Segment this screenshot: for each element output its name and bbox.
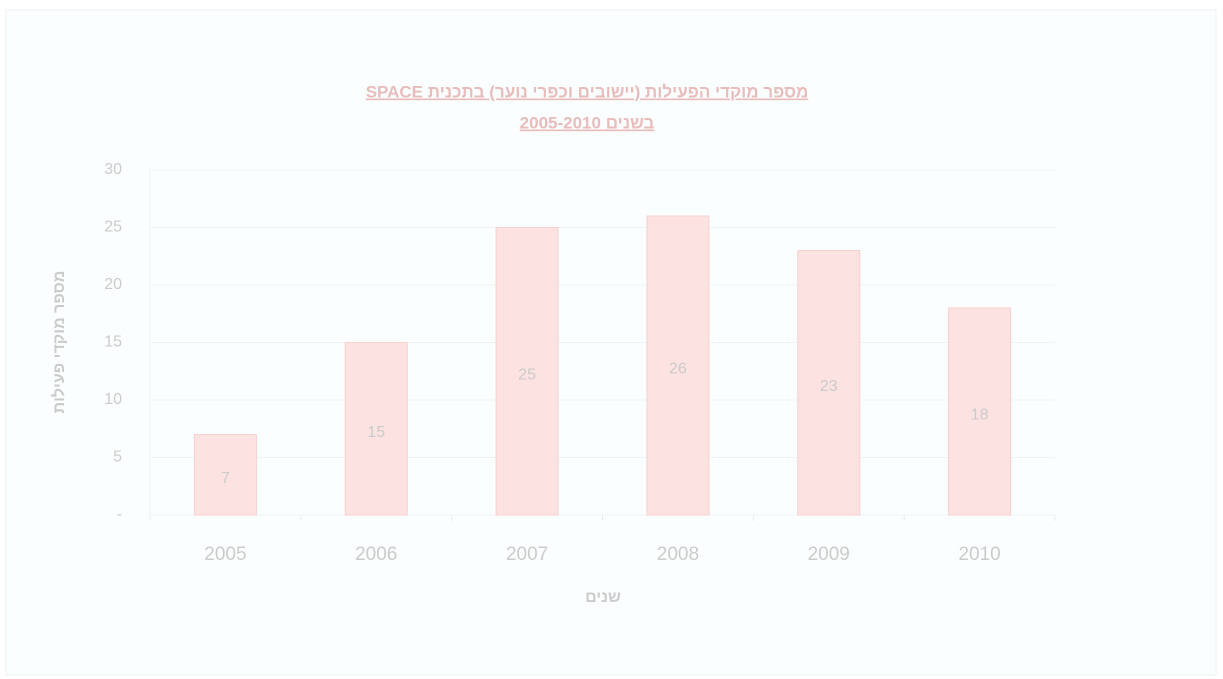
y-axis-label: מספר מוקדי פעילות bbox=[50, 271, 68, 414]
x-tick-label: 2007 bbox=[506, 544, 548, 565]
y-tick-label: - bbox=[117, 506, 122, 523]
y-tick-label: 20 bbox=[104, 276, 122, 293]
bar bbox=[797, 250, 861, 516]
x-tick-label: 2005 bbox=[204, 544, 246, 565]
x-tick-label: 2009 bbox=[808, 544, 850, 565]
y-tick-label: 25 bbox=[104, 219, 122, 236]
bar bbox=[193, 434, 257, 516]
x-tick-label: 2008 bbox=[657, 544, 699, 565]
data-label: 23 bbox=[820, 378, 838, 395]
bar bbox=[646, 215, 710, 516]
data-label: 7 bbox=[221, 470, 230, 487]
bar bbox=[344, 342, 408, 516]
data-label: 15 bbox=[367, 424, 385, 441]
x-tick-label: 2006 bbox=[355, 544, 397, 565]
y-tick-label: 30 bbox=[104, 161, 122, 178]
data-label: 25 bbox=[518, 366, 536, 383]
chart-title: מספר מוקדי הפעילות (יישובים וכפרי נוער) … bbox=[366, 82, 809, 101]
y-tick-label: 15 bbox=[104, 334, 122, 351]
bar bbox=[948, 307, 1012, 516]
data-label: 26 bbox=[669, 361, 687, 378]
bar bbox=[495, 227, 559, 516]
y-tick-label: 10 bbox=[104, 391, 122, 408]
chart-title: בשנים 2005-2010 bbox=[520, 113, 655, 132]
x-axis-label: שנים bbox=[585, 589, 621, 606]
y-tick-label: 5 bbox=[113, 449, 122, 466]
x-tick-label: 2010 bbox=[958, 544, 1000, 565]
data-label: 18 bbox=[971, 407, 989, 424]
